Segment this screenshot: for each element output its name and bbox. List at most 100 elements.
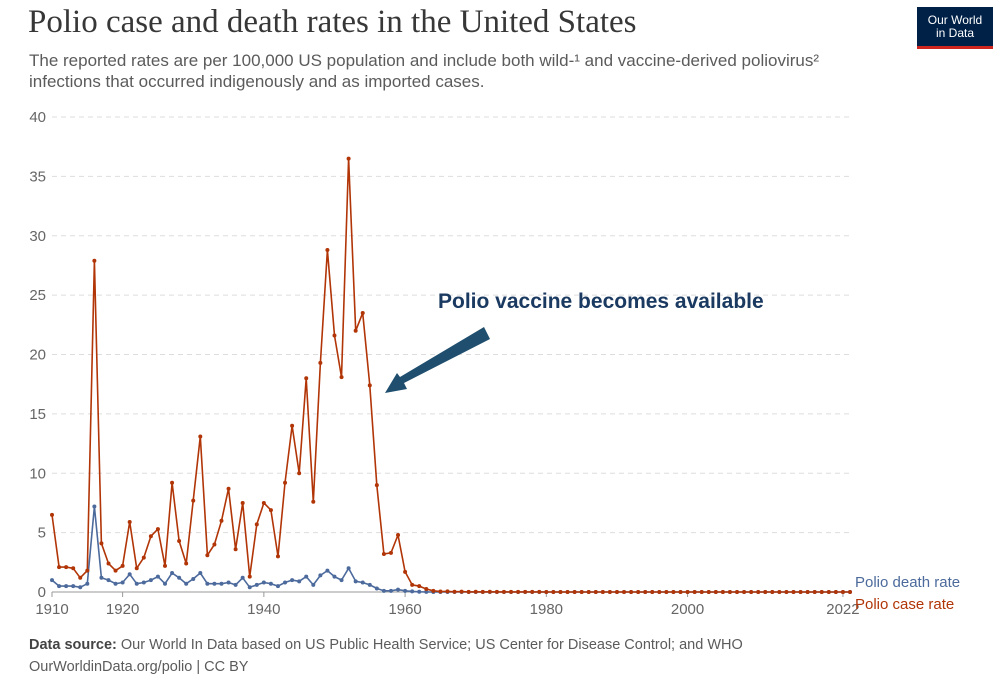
polio-case-rate-point-1965 — [438, 589, 443, 594]
polio-case-rate-point-1934 — [219, 518, 224, 523]
polio-case-rate-point-1914 — [78, 575, 83, 580]
polio-case-rate-point-1937 — [240, 500, 245, 505]
x-tick-label-1910: 1910 — [35, 601, 68, 618]
y-tick-label-10: 10 — [29, 465, 46, 482]
polio-case-rate-point-1931 — [198, 434, 203, 439]
y-tick-label-0: 0 — [38, 584, 46, 601]
polio-case-rate-point-1988 — [600, 590, 605, 594]
polio-death-rate-point-1957 — [381, 588, 386, 593]
polio-death-rate-point-1943 — [283, 580, 288, 585]
polio-case-rate-point-1971 — [480, 589, 485, 594]
polio-case-rate-point-2023 — [848, 590, 852, 594]
polio-case-rate-point-2000 — [685, 590, 690, 594]
polio-case-rate-point-1945 — [297, 471, 302, 476]
polio-case-rate-point-1933 — [212, 542, 217, 547]
polio-case-rate-point-1942 — [275, 554, 280, 559]
polio-death-rate-point-1946 — [304, 574, 309, 579]
polio-case-rate-point-2013 — [777, 590, 782, 594]
chart-footer: Data source: Our World In Data based on … — [29, 634, 743, 678]
polio-case-rate-point-1951 — [339, 375, 344, 380]
polio-death-rate-point-1927 — [170, 571, 175, 575]
polio-death-rate-point-1912 — [64, 584, 69, 589]
polio-case-rate-point-2015 — [791, 590, 796, 594]
series-label-case-rate: Polio case rate — [855, 596, 954, 613]
polio-death-rate-point-1960 — [403, 588, 408, 593]
polio-case-rate-point-1987 — [593, 590, 598, 594]
logo-line-2: in Data — [935, 26, 975, 40]
polio-case-rate-point-1947 — [311, 499, 316, 504]
polio-case-rate-point-1936 — [233, 547, 238, 552]
polio-case-rate-point-1962 — [417, 584, 422, 589]
polio-death-rate-point-1931 — [198, 571, 203, 575]
polio-death-rate-point-1944 — [290, 578, 295, 583]
series-label-death-rate: Polio death rate — [855, 574, 960, 591]
polio-case-rate-point-1939 — [254, 522, 259, 527]
polio-death-rate-point-1914 — [78, 585, 83, 590]
polio-case-rate-point-2004 — [713, 590, 718, 594]
polio-death-rate-point-1915 — [85, 581, 90, 586]
x-tick-label-2000: 2000 — [671, 601, 704, 618]
polio-death-rate-point-1945 — [297, 579, 302, 584]
polio-case-rate-point-1958 — [388, 550, 393, 555]
polio-case-rate-point-1996 — [657, 590, 662, 594]
polio-death-rate-point-1935 — [226, 580, 231, 585]
polio-death-rate-point-1930 — [191, 576, 196, 581]
x-tick-label-1980: 1980 — [530, 601, 563, 618]
polio-case-rate-point-1911 — [57, 565, 62, 570]
y-tick-label-15: 15 — [29, 406, 46, 423]
polio-case-rate-point-1950 — [332, 333, 337, 338]
polio-death-rate-point-1929 — [184, 581, 189, 586]
x-tick-label-1960: 1960 — [388, 601, 421, 618]
polio-case-rate-point-1961 — [410, 582, 415, 587]
y-tick-label-25: 25 — [29, 287, 46, 304]
polio-death-rate-point-1913 — [71, 584, 76, 589]
polio-death-rate-point-1940 — [261, 580, 266, 585]
owid-logo[interactable]: Our World in Data — [917, 7, 993, 49]
polio-case-rate-point-1977 — [523, 589, 528, 594]
polio-case-rate-point-1997 — [664, 590, 669, 594]
polio-case-rate-point-1957 — [381, 552, 386, 556]
polio-case-rate-point-1981 — [551, 590, 556, 594]
polio-death-rate-point-1955 — [367, 582, 372, 587]
polio-death-rate-point-1918 — [106, 578, 111, 583]
polio-case-rate-point-1925 — [155, 527, 160, 532]
polio-case-rate-point-1982 — [558, 590, 563, 594]
polio-case-rate-point-2012 — [770, 590, 775, 594]
polio-case-rate-point-1983 — [565, 590, 570, 594]
polio-case-rate-point-2007 — [735, 590, 740, 594]
polio-case-rate-point-1975 — [509, 589, 514, 594]
polio-case-rate-point-1979 — [537, 589, 542, 594]
polio-case-rate-point-1985 — [579, 590, 584, 594]
polio-case-rate-point-1974 — [501, 589, 506, 594]
polio-case-rate-point-2018 — [812, 590, 817, 594]
vaccine-annotation: Polio vaccine becomes available — [385, 290, 764, 393]
polio-death-rate-point-1937 — [240, 575, 245, 580]
polio-case-rate-point-1989 — [607, 590, 612, 594]
polio-case-rate-line — [51, 157, 850, 593]
y-tick-label-30: 30 — [29, 228, 46, 245]
polio-case-rate-point-2010 — [756, 590, 761, 594]
polio-case-rate-point-1976 — [516, 589, 521, 594]
polio-case-rate-point-1963 — [424, 587, 429, 592]
source-url[interactable]: OurWorldinData.org/polio | CC BY — [29, 659, 249, 675]
subtitle-line-2: infections that occurred indigenously an… — [29, 72, 485, 91]
polio-death-rate-point-1938 — [247, 585, 252, 590]
x-tick-label-1920: 1920 — [106, 601, 139, 618]
polio-case-rate-point-1998 — [671, 590, 676, 594]
polio-case-rate-point-2022 — [840, 590, 845, 594]
y-tick-label-20: 20 — [29, 347, 46, 364]
polio-case-rate-point-2021 — [833, 590, 838, 594]
polio-case-rate-point-1970 — [473, 589, 478, 594]
polio-case-rate-point-1923 — [141, 555, 146, 560]
polio-case-rate-point-1966 — [445, 589, 450, 594]
polio-death-rate-point-1920 — [120, 580, 125, 585]
polio-case-rate-point-1953 — [353, 328, 358, 333]
polio-death-rate-line — [51, 505, 850, 593]
polio-case-rate-point-1994 — [643, 590, 648, 594]
polio-case-rate-point-1921 — [127, 519, 132, 524]
polio-death-rate-point-1923 — [141, 580, 146, 585]
polio-case-rate-point-2005 — [720, 590, 725, 594]
polio-death-rate-point-1922 — [134, 581, 139, 586]
polio-case-rate-point-1972 — [487, 589, 492, 594]
